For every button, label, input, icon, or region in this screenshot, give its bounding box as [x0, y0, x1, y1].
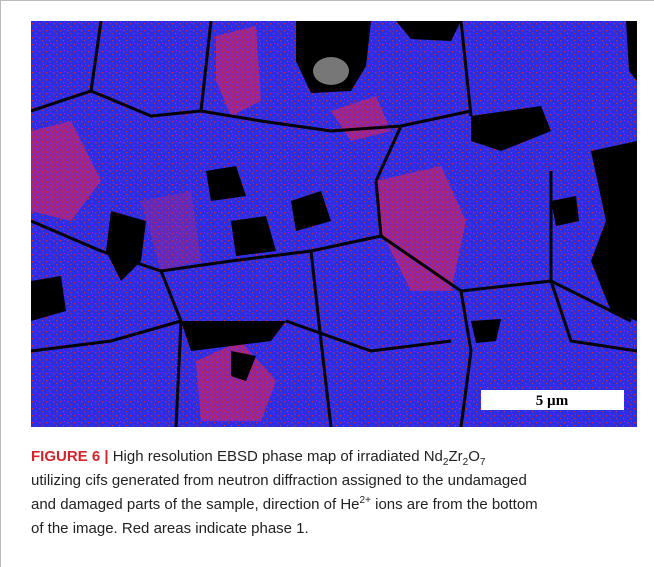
- caption-line: of the image. Red areas indicate phase 1…: [31, 517, 641, 541]
- caption-label: FIGURE 6 |: [31, 448, 109, 465]
- subscript: 7: [480, 457, 486, 468]
- superscript: 2+: [360, 495, 371, 506]
- caption-text: High resolution EBSD phase map of irradi…: [109, 448, 443, 465]
- caption-text: ions are from the bottom: [371, 496, 538, 513]
- caption-text: of the image. Red areas indicate phase 1…: [31, 520, 309, 537]
- caption-text: O: [468, 448, 480, 465]
- caption-line: FIGURE 6 | High resolution EBSD phase ma…: [31, 445, 641, 469]
- caption: FIGURE 6 | High resolution EBSD phase ma…: [31, 445, 641, 541]
- caption-line: utilizing cifs generated from neutron di…: [31, 469, 641, 493]
- caption-text: Zr: [448, 448, 462, 465]
- page: 5 µm FIGURE 6 | High resolution EBSD pha…: [0, 0, 654, 567]
- caption-text: and damaged parts of the sample, directi…: [31, 496, 360, 513]
- caption-text: utilizing cifs generated from neutron di…: [31, 472, 527, 489]
- caption-line: and damaged parts of the sample, directi…: [31, 493, 641, 517]
- scale-bar-label: 5 µm: [536, 393, 569, 409]
- ebsd-image: 5 µm: [31, 21, 637, 427]
